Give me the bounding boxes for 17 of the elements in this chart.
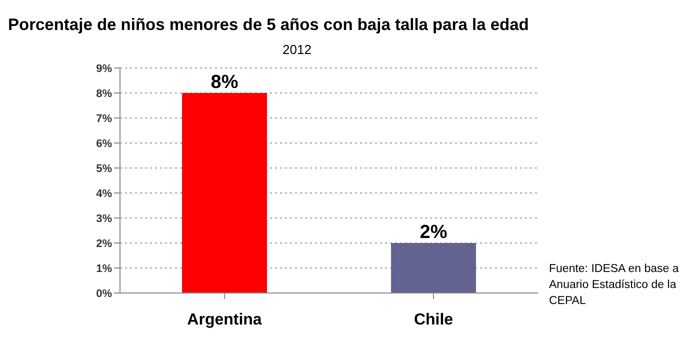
chart-title: Porcentaje de niños menores de 5 años con baja talla para la edad — [8, 16, 529, 35]
x-tick-label: Chile — [414, 311, 454, 328]
data-label: 8% — [210, 72, 238, 93]
y-tick-label: 7% — [96, 112, 112, 125]
y-tick-label: 2% — [96, 238, 112, 250]
y-tick-label: 1% — [96, 262, 112, 275]
y-tick-label: 0% — [96, 288, 112, 300]
source-note: Fuente: IDESA en base a Anuario Estadístico de la CEPAL — [549, 262, 680, 309]
y-tick-label: 9% — [96, 62, 112, 75]
chart-subtitle: 2012 — [282, 42, 312, 57]
data-label: 2% — [420, 222, 448, 243]
y-tick-label: 4% — [96, 188, 112, 200]
x-tick-label: Argentina — [187, 311, 262, 328]
y-tick-label: 8% — [96, 88, 112, 100]
y-tick-label: 6% — [96, 138, 112, 150]
y-tick-label: 3% — [96, 212, 112, 225]
y-tick-label: 5% — [96, 162, 112, 175]
